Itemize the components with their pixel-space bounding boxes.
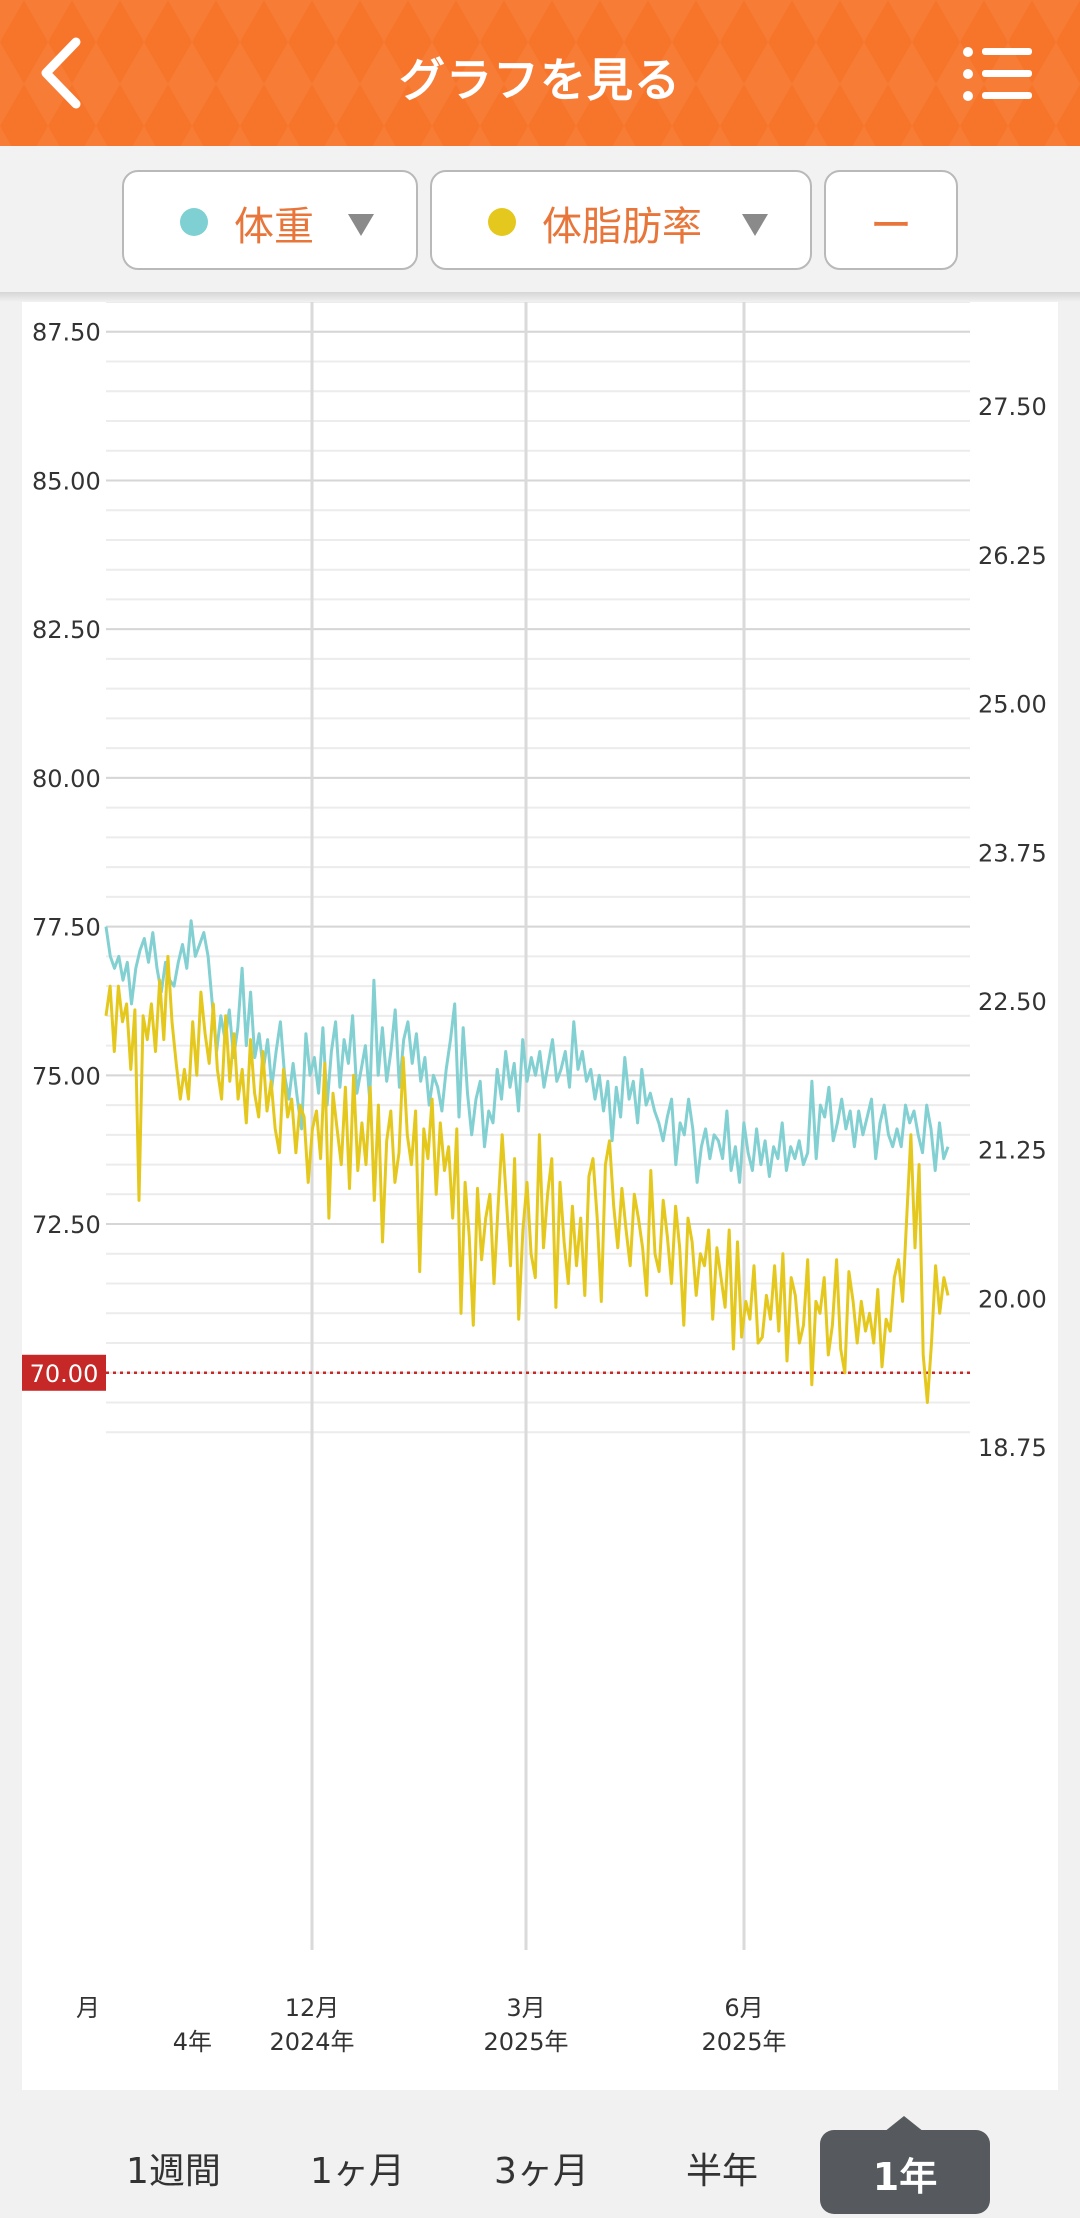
left-axis-tick-label: 72.50 xyxy=(32,1211,101,1239)
period-1-month[interactable]: 1ヶ月 xyxy=(310,2151,405,2192)
body-fat-series-line xyxy=(104,954,950,1404)
primary-series-color-dot xyxy=(180,208,208,236)
period-3-months[interactable]: 3ヶ月 xyxy=(494,2151,589,2192)
series-selector-bar: 体重 体脂肪率 ー xyxy=(0,146,1080,292)
secondary-series-label: 体脂肪率 xyxy=(542,204,702,250)
period-1-year-selected[interactable]: 1年 xyxy=(820,2116,990,2214)
period-half-year[interactable]: 半年 xyxy=(686,2151,759,2192)
chart-top-shadow xyxy=(0,292,1080,302)
third-series-button[interactable]: ー xyxy=(824,170,958,270)
right-axis-tick-label: 18.75 xyxy=(978,1434,1047,1462)
secondary-series-color-dot xyxy=(488,208,516,236)
goal-label-badge xyxy=(22,1354,106,1391)
left-axis-tick-label: 75.00 xyxy=(32,1062,101,1090)
chevron-left-icon xyxy=(41,37,81,109)
caret-down-icon xyxy=(742,214,768,236)
menu-button[interactable] xyxy=(960,44,1040,104)
left-axis-tick-label: 85.00 xyxy=(32,467,101,495)
right-axis-tick-label: 27.50 xyxy=(978,393,1047,421)
x-tick-month-label: 6月 xyxy=(724,1994,763,2022)
x-tick-year-label: 2025年 xyxy=(701,2028,786,2056)
third-series-label: ー xyxy=(869,201,912,250)
app-header: グラフを見る xyxy=(0,0,1080,146)
left-axis-tick-label: 87.50 xyxy=(32,319,101,347)
x-tick-month-label: 月 xyxy=(76,1994,100,2022)
chart-card: 87.50 85.00 82.50 80.00 77.50 75.00 72.50 27.50… xyxy=(22,302,1058,2090)
weight-series-line xyxy=(104,919,950,1184)
back-button[interactable] xyxy=(30,28,100,118)
goal-label: 70.00 xyxy=(30,1360,99,1388)
x-tick-month-label: 12月 xyxy=(285,1994,340,2022)
x-tick-year-label: 4年 xyxy=(173,2028,212,2056)
x-tick-year-label: 2025年 xyxy=(483,2028,568,2056)
right-axis-tick-label: 23.75 xyxy=(978,839,1047,867)
list-menu-icon xyxy=(963,47,1032,101)
period-selector: 1週間 1ヶ月 3ヶ月 半年 1年 xyxy=(0,2116,1080,2218)
right-axis-tick-label: 22.50 xyxy=(978,988,1047,1016)
left-axis-tick-label: 77.50 xyxy=(32,914,101,942)
x-tick-month-label: 3月 xyxy=(506,1994,545,2022)
page-title: グラフを見る xyxy=(399,53,681,107)
right-axis-tick-label: 20.00 xyxy=(978,1285,1047,1313)
x-tick-year-label: 2024年 xyxy=(269,2028,354,2056)
left-axis-tick-label: 80.00 xyxy=(32,765,101,793)
primary-series-label: 体重 xyxy=(234,204,314,250)
period-1-year-label: 1年 xyxy=(872,2155,938,2199)
right-axis-tick-label: 26.25 xyxy=(978,542,1047,570)
caret-down-icon xyxy=(348,214,374,236)
right-axis-tick-label: 25.00 xyxy=(978,691,1047,719)
right-axis-tick-label: 21.25 xyxy=(978,1137,1047,1165)
left-axis-tick-label: 82.50 xyxy=(32,616,101,644)
weight-chart[interactable]: 87.50 85.00 82.50 80.00 77.50 75.00 72.50 27.50… xyxy=(22,302,1058,2090)
primary-series-dropdown[interactable]: 体重 xyxy=(122,170,418,270)
period-1-week[interactable]: 1週間 xyxy=(126,2151,221,2192)
secondary-series-dropdown[interactable]: 体脂肪率 xyxy=(430,170,812,270)
